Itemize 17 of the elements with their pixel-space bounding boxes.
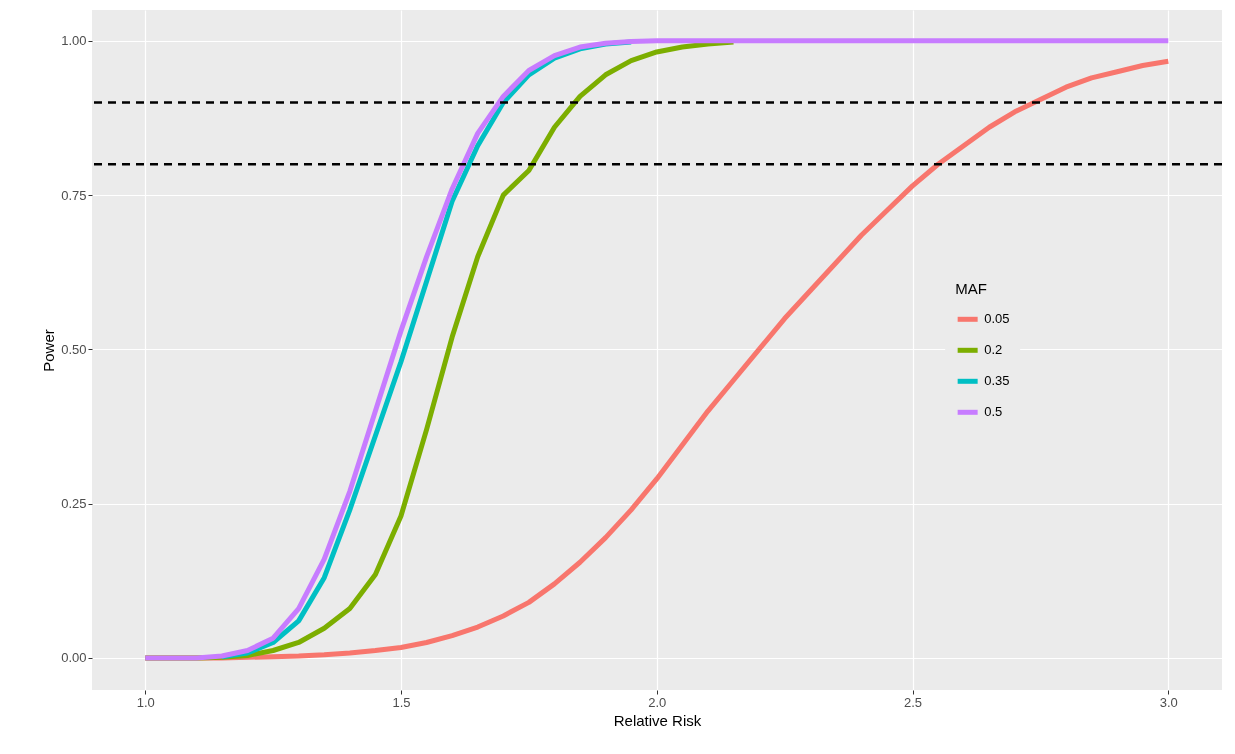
x-tick-label: 1.0	[136, 694, 155, 710]
y-tick-label: 0.50	[61, 341, 87, 357]
y-tick-label: 1.00	[61, 33, 87, 49]
legend-label: 0.05	[984, 311, 1010, 327]
y-tick-label: 0.00	[61, 650, 87, 666]
x-axis-title: Relative Risk	[613, 711, 702, 729]
legend-title: MAF	[955, 279, 987, 297]
y-tick-label: 0.25	[61, 496, 87, 512]
legend-label: 0.35	[984, 373, 1010, 389]
x-tick-label: 3.0	[1159, 694, 1178, 710]
y-axis-title: Power	[40, 329, 58, 372]
y-tick-label: 0.75	[61, 187, 87, 203]
x-tick-label: 1.5	[392, 694, 411, 710]
x-tick-label: 2.0	[648, 694, 667, 710]
legend-label: 0.2	[984, 342, 1003, 358]
legend-label: 0.5	[984, 404, 1003, 420]
x-tick-label: 2.5	[903, 694, 923, 710]
